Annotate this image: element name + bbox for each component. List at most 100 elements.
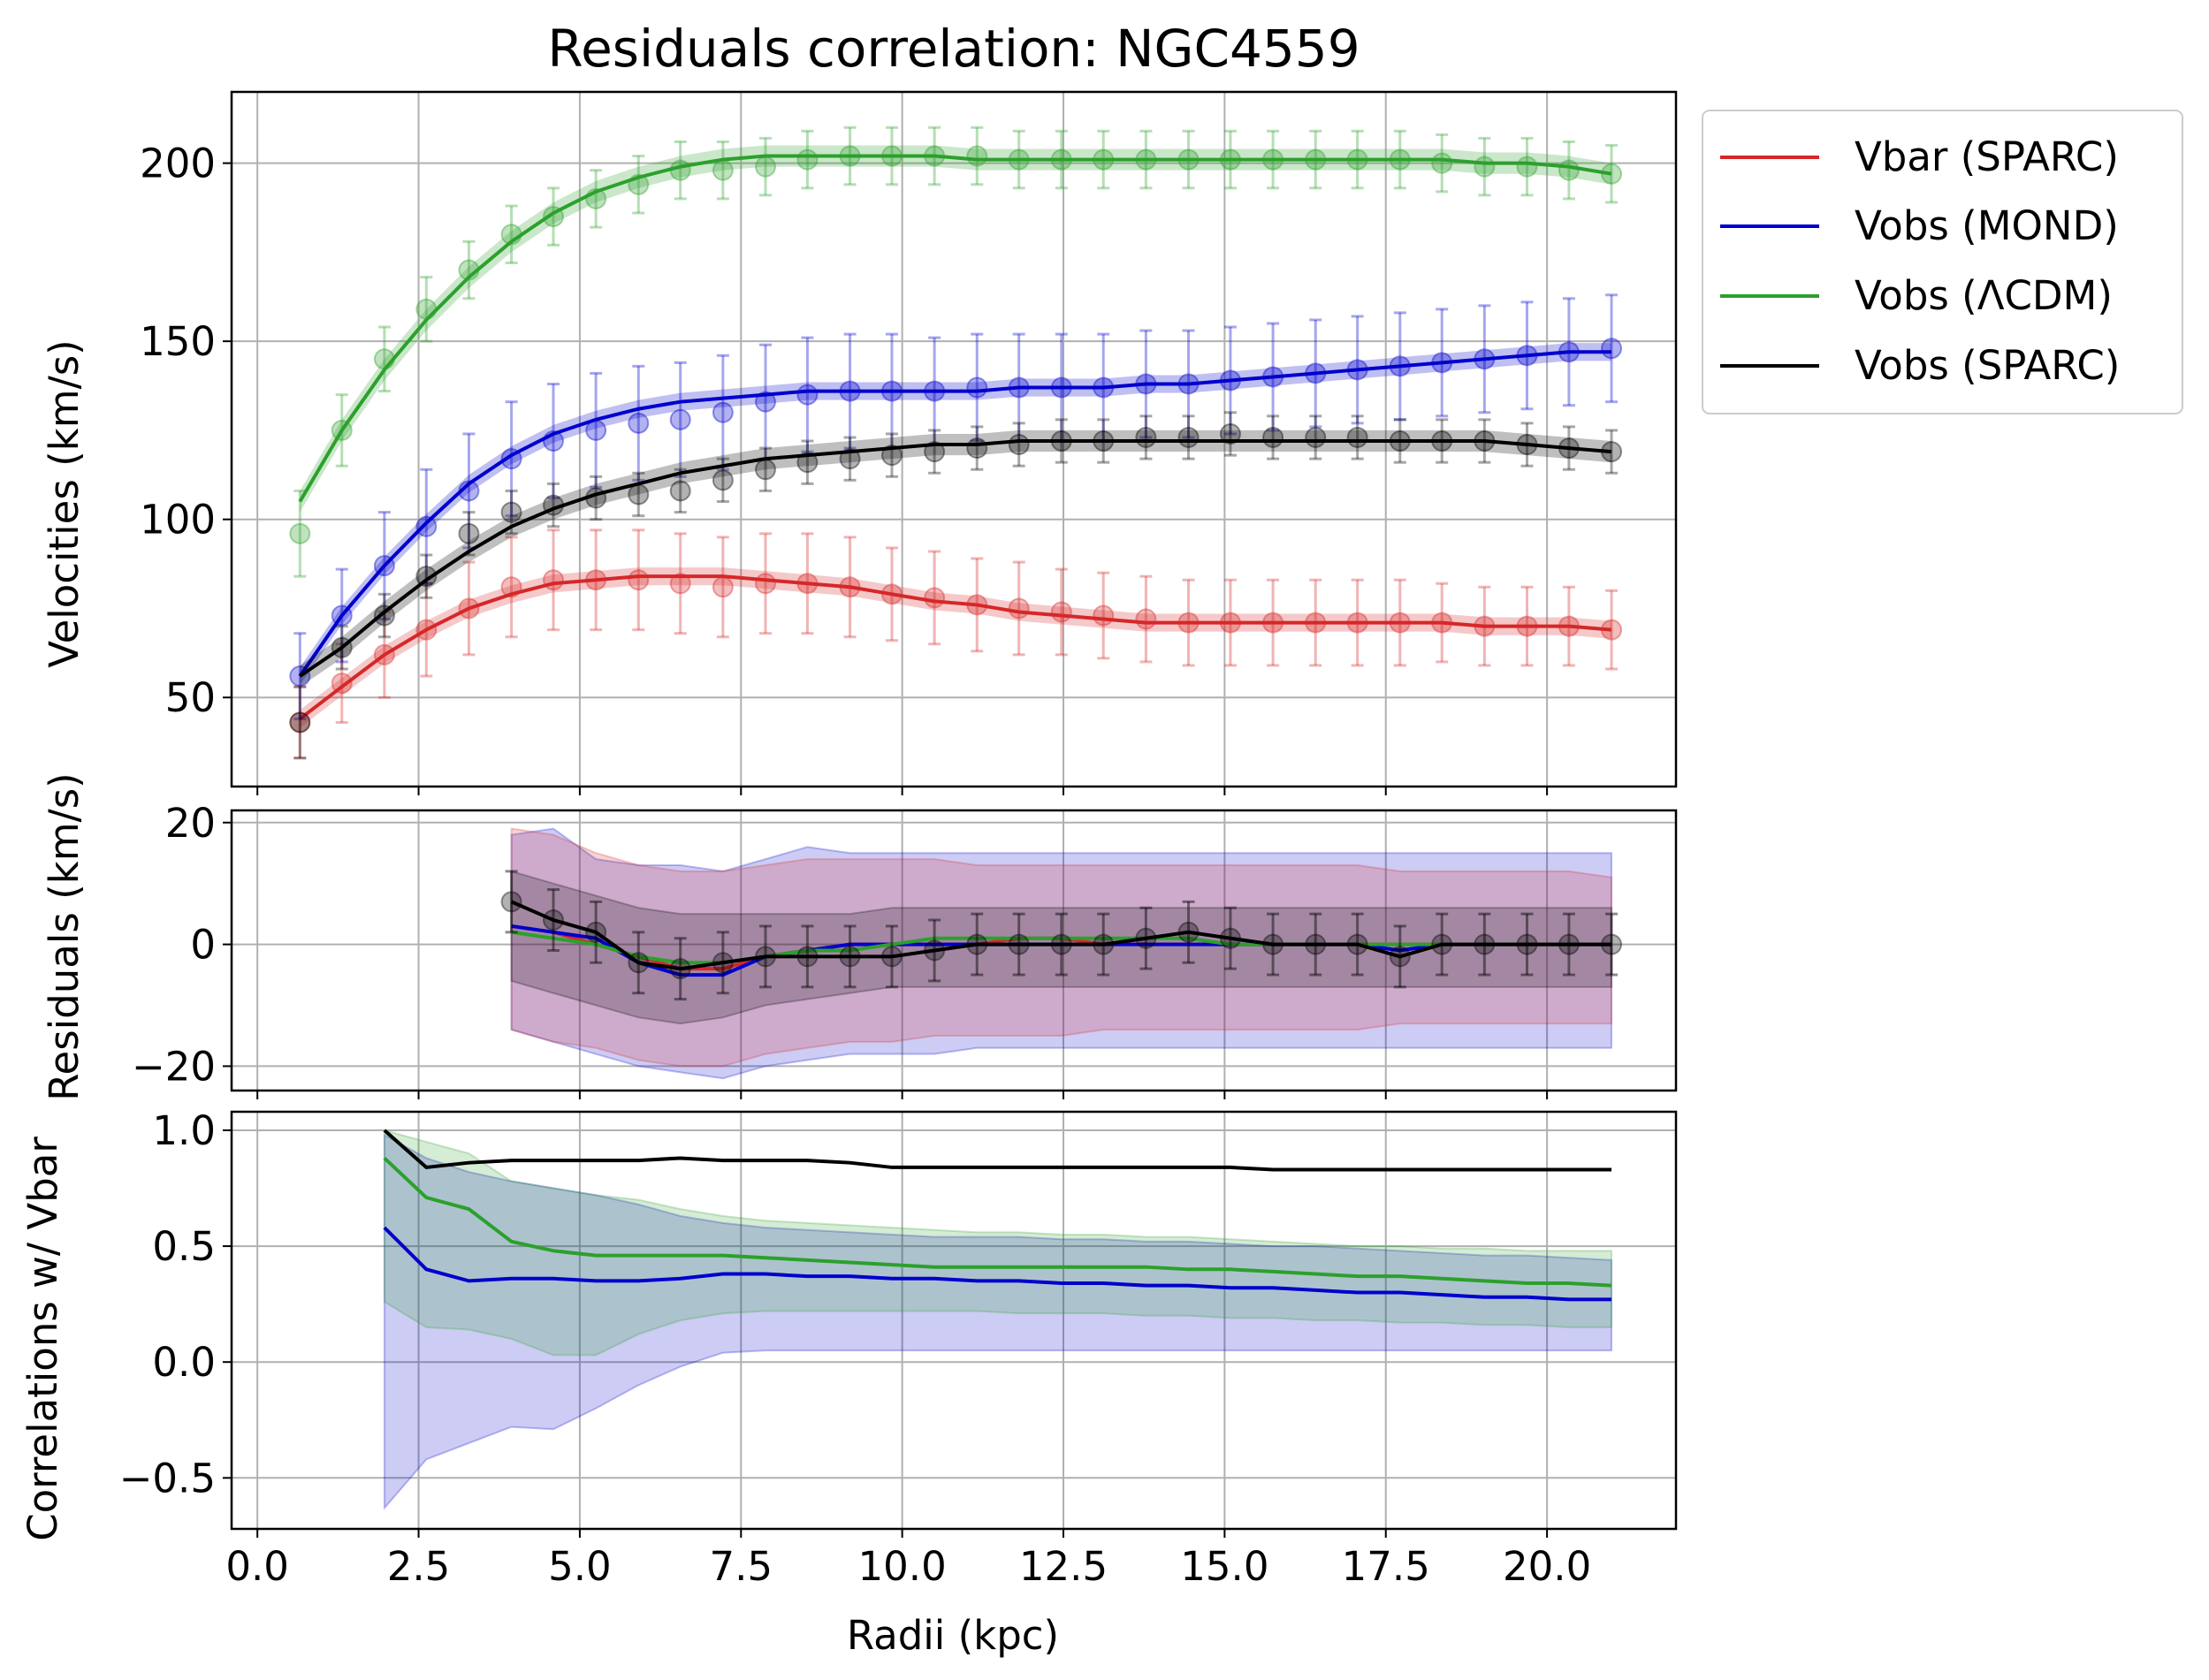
chart-title: Residuals correlation: NGC4559 [547,19,1360,79]
data-point [1008,434,1030,456]
correlations-panel: −0.50.00.51.00.0 2.5 5.0 7.5 10.0 12.5 15.0 17.… [119,1107,1678,1590]
data-point [1346,426,1368,448]
data-point [1135,608,1157,630]
y-tick-label: 150 [140,318,216,365]
uncertainty-band [510,827,1613,1068]
fit-line [298,350,1612,678]
series-line [383,1226,1612,1302]
data-point [839,448,861,470]
y-tick-label: −20 [132,1043,216,1090]
y-tick-label: −0.5 [119,1455,216,1501]
data-point [1601,338,1623,360]
x-tick-label: 17.5 [1342,1543,1430,1590]
fit-line [298,154,1612,503]
data-point [796,452,819,474]
data-point [754,156,776,178]
x-tick-label: 2.5 [387,1543,451,1590]
y-tick-label: 100 [140,497,216,544]
data-point [1135,426,1157,448]
data-point [628,569,650,591]
data-point [289,522,311,544]
data-point [1008,597,1030,620]
legend-label-lcdm: Vobs (ΛCDM) [1855,272,2113,319]
data-point [966,437,988,460]
y-tick-label: 50 [165,674,216,721]
velocities-ylabel: Velocities (km/s) [41,339,88,667]
uncertainty-band [510,827,1613,1080]
series-line [383,1156,1612,1288]
data-point [669,573,691,595]
fit-line [299,574,1612,721]
data-point [669,159,691,181]
data-point [1093,604,1115,627]
data-point [1305,426,1327,448]
axes-frame [230,1110,1678,1531]
data-point [1219,422,1241,445]
data-point [1431,152,1453,174]
y-tick-label: 20 [165,800,216,847]
data-point [628,412,650,434]
data-point [669,480,691,502]
uncertainty-band [383,1133,1613,1511]
data-point [1516,156,1538,178]
y-tick-label: 0.5 [152,1223,216,1270]
residuals-ylabel: Residuals (km/s) [41,772,88,1100]
data-point [754,391,776,413]
y-tick-label: 1.0 [152,1107,216,1154]
legend-label-vbar: Vbar (SPARC) [1855,133,2119,180]
correlations-ylabel: Correlations w/ Vbar [19,1136,66,1541]
data-point [712,401,734,423]
data-point [712,576,734,598]
residuals-panel: −20 0 20 [132,800,1678,1099]
x-tick-label: 7.5 [709,1543,773,1590]
data-point [415,515,438,537]
fit-band [300,567,1612,728]
data-point [1177,426,1200,448]
data-point [1474,156,1496,178]
data-point [712,159,734,181]
legend: Vbar (SPARC) Vobs (MOND) Vobs (ΛCDM) Vob… [1702,110,2183,414]
data-point [796,384,819,406]
x-tick-label: 5.0 [548,1543,612,1590]
y-tick-label: 200 [140,141,216,187]
data-point [331,673,353,695]
data-point [796,148,819,171]
y-tick-label: 0 [190,922,216,969]
data-point [754,573,776,595]
fit-band [300,430,1612,688]
axes-frame [230,809,1678,1092]
fit-band [300,343,1612,686]
legend-label-mond: Vobs (MOND) [1855,202,2119,249]
series-line [511,930,1612,965]
data-point [712,469,734,491]
uncertainty-band [383,1129,1613,1357]
data-point [1050,601,1072,623]
data-point [880,445,903,467]
x-axis-label: Radii (kpc) [847,1612,1059,1659]
x-tick-label: 12.5 [1019,1543,1108,1590]
axes-frame [230,90,1678,788]
data-point [458,522,480,544]
legend-label-sparc: Vobs (SPARC) [1855,342,2120,389]
data-point [373,604,395,627]
series-line [383,1129,1612,1172]
fit-line [299,439,1612,678]
data-point [289,711,311,734]
x-tick-label: 15.0 [1180,1543,1268,1590]
series-line [510,900,1612,971]
data-point [1558,159,1580,181]
data-point [924,441,946,463]
x-tick-label: 20.0 [1503,1543,1591,1590]
legend-frame [1702,110,2183,414]
x-tick-label: 0.0 [225,1543,289,1590]
data-point [628,483,650,506]
data-point [754,459,776,481]
data-point [500,501,522,523]
data-point [415,566,438,588]
data-point [966,376,988,399]
data-point [415,298,438,320]
y-tick-label: 0.0 [152,1339,216,1386]
data-point [924,587,946,609]
x-tick-label: 10.0 [858,1543,947,1590]
